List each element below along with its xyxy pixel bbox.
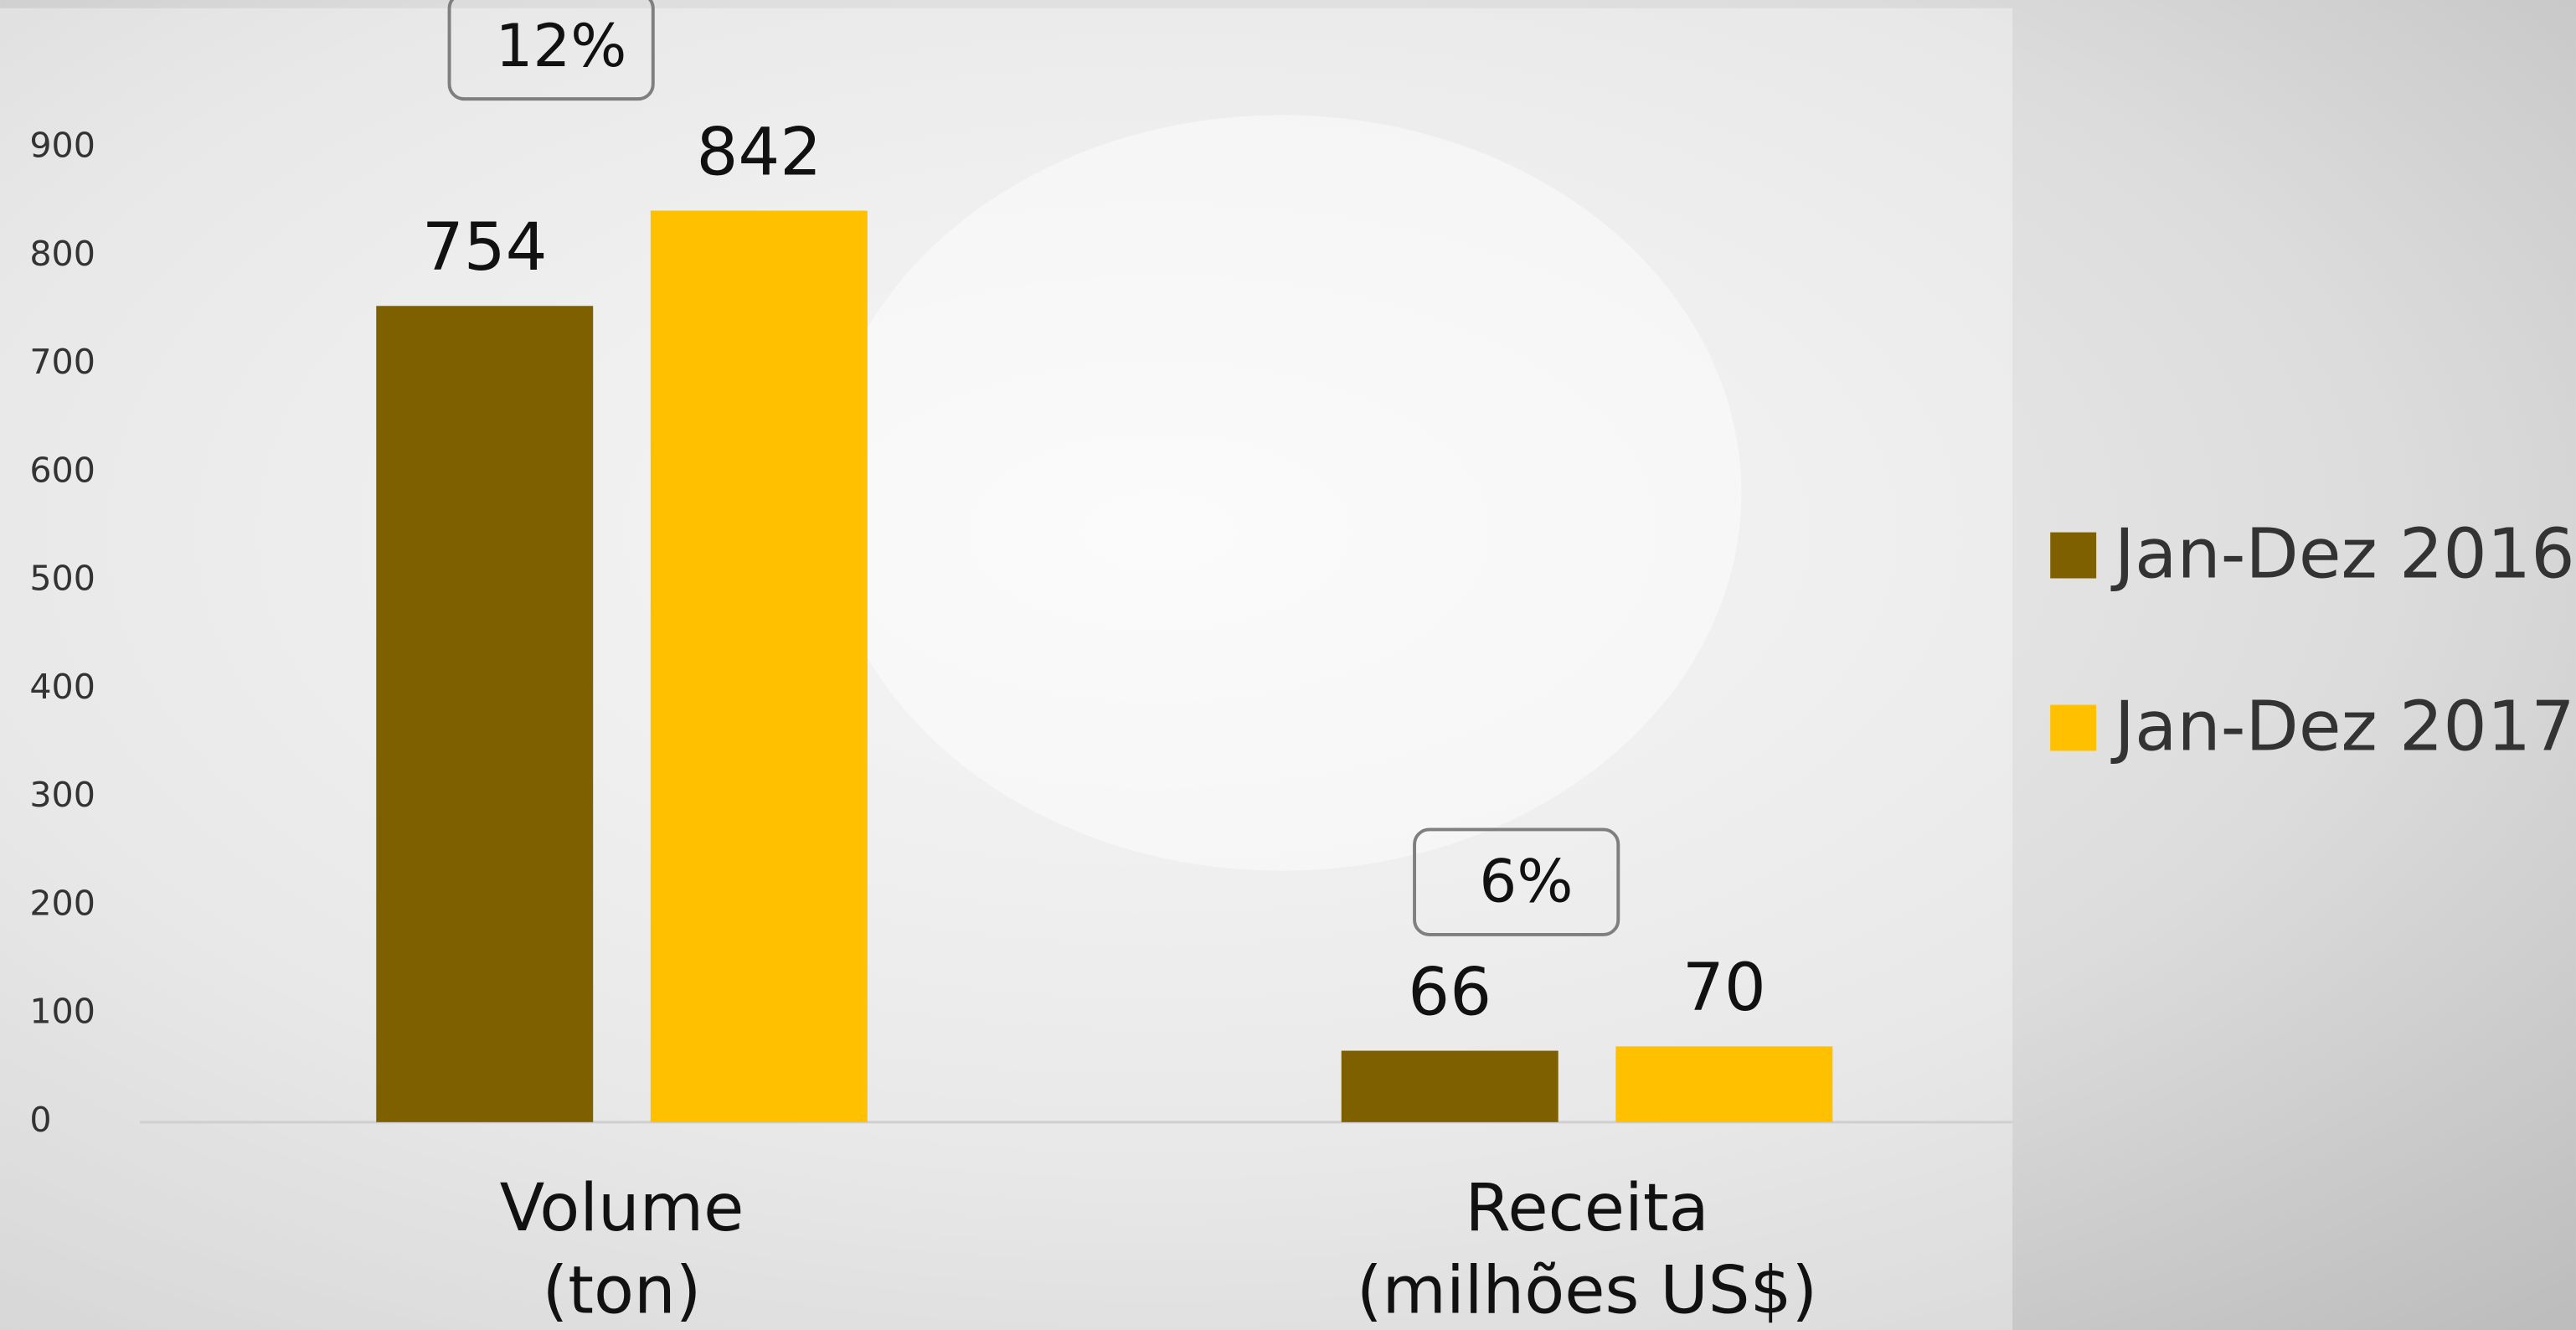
- legend-swatch: [2050, 705, 2096, 751]
- y-tick-label: 100: [29, 992, 95, 1032]
- x-tick-label: Receita: [1465, 1169, 1708, 1246]
- chart: 0 100 200 300 400 500 600 700 800 900 Volume(ton) 7…: [0, 0, 2576, 1330]
- x-tick-label: Volume: [500, 1169, 744, 1246]
- value-label: 66: [1408, 953, 1492, 1030]
- annotation: 6%: [1479, 847, 1573, 916]
- y-tick-label: 200: [29, 883, 95, 923]
- legend-label: Jan-Dez 2017: [2110, 687, 2575, 766]
- value-label: 754: [422, 209, 548, 286]
- photo-highlight: [822, 115, 1742, 870]
- y-tick-label: 500: [29, 559, 95, 599]
- y-tick-label: 0: [29, 1100, 51, 1140]
- x-tick-label: (ton): [543, 1251, 702, 1328]
- page: 0 100 200 300 400 500 600 700 800 900 Volume(ton) 7…: [0, 0, 2576, 1330]
- y-tick-label: 300: [29, 775, 95, 815]
- value-label: 70: [1682, 949, 1766, 1026]
- bar: [1615, 1046, 1832, 1121]
- x-tick-label: (milhões US$): [1357, 1251, 1817, 1328]
- bar: [1342, 1051, 1558, 1122]
- y-tick-label: 900: [29, 126, 95, 166]
- legend-label: Jan-Dez 2016: [2110, 514, 2575, 594]
- legend-swatch: [2050, 533, 2096, 579]
- bar: [376, 306, 593, 1122]
- y-tick-label: 800: [29, 234, 95, 274]
- bar: [651, 211, 868, 1122]
- y-tick-label: 700: [29, 342, 95, 382]
- y-tick-label: 600: [29, 450, 95, 490]
- y-tick-label: 400: [29, 667, 95, 707]
- annotation: 12%: [495, 11, 626, 80]
- value-label: 842: [696, 113, 822, 190]
